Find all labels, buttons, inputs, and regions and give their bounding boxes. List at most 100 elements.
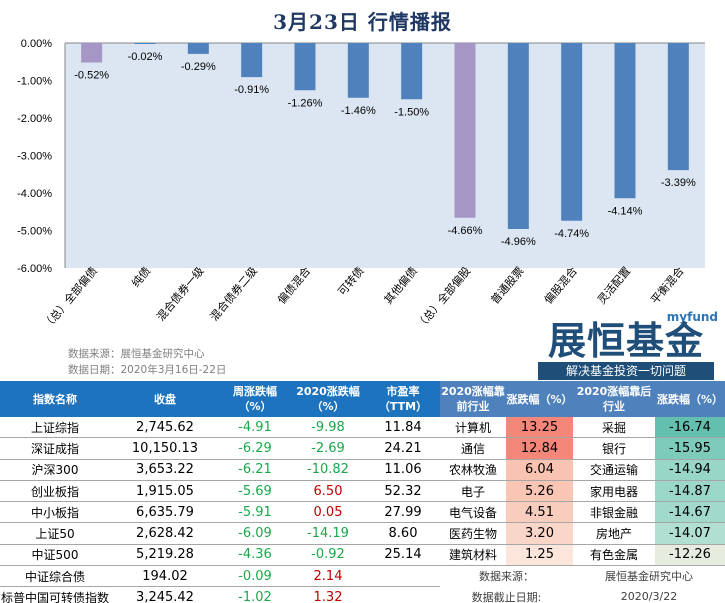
chart-source: 数据来源：展恒基金研究中心 [68, 348, 205, 360]
index-close: 5,219.28 [110, 544, 220, 567]
x-tick-label: 其他偏债 [381, 264, 420, 307]
table-row: 电气设备 4.51 非银金融 -14.67 [440, 501, 725, 524]
top-industry: 通信 [440, 437, 506, 460]
bar [81, 43, 103, 63]
bottom-industry-change: -12.26 [655, 544, 725, 567]
top-industry-change: 1.25 [506, 544, 573, 567]
index-pe [366, 565, 440, 588]
index-ytd-change: 2.14 [290, 565, 366, 588]
table-row: 中小板指 6,635.79 -5.91 0.05 27.99 [0, 501, 440, 524]
industry-source-label: 数据来源： [479, 570, 534, 584]
table-row: 农林牧渔 6.04 交通运输 -14.94 [440, 459, 725, 481]
table-row: 深证成指 10,150.13 -6.29 -2.69 24.21 [0, 437, 440, 460]
bottom-industry-change: -16.74 [655, 417, 725, 439]
top-industry: 农林牧渔 [440, 459, 506, 481]
bar [187, 43, 209, 54]
index-table: 指数名称 收盘 周涨跌幅（%） 2020涨跌幅（%） 市盈率（TTM） 上证综指… [0, 381, 440, 603]
x-tick-label: 可转债 [335, 264, 367, 298]
index-pe: 27.99 [366, 501, 440, 524]
data-label: -4.74% [554, 228, 589, 240]
bar-chart: 0.00% -1.00% -2.00% -3.00% -4.00% -5.00% -6.00… [17, 38, 705, 332]
table-row: 医药生物 3.20 房地产 -14.07 [440, 522, 725, 545]
table-row: 沪深300 3,653.22 -6.21 -10.82 11.06 [0, 459, 440, 481]
industry-source: 数据来源： 展恒基金研究中心 [440, 566, 725, 587]
col-header: 收盘 [110, 381, 220, 417]
bar [241, 43, 263, 78]
top-industry: 建筑材料 [440, 544, 506, 567]
index-pe: 8.60 [366, 522, 440, 545]
top-industry: 电气设备 [440, 501, 506, 524]
index-pe [366, 586, 440, 603]
data-label: -1.46% [341, 105, 376, 117]
index-name: 标普中国可转债指数 [0, 586, 110, 603]
index-ytd-change: -10.82 [290, 459, 366, 481]
table-row: 中证综合债 194.02 -0.09 2.14 [0, 565, 440, 588]
bar [454, 43, 476, 218]
index-week-change: -4.91 [220, 417, 290, 439]
y-tick-label: 0.00% [21, 38, 52, 50]
industry-date-value: 2020/3/22 [620, 590, 678, 603]
col-header: 周涨跌幅（%） [220, 381, 290, 417]
logo-en: myfund [666, 310, 718, 324]
x-tick-label: （总）全部偏股 [413, 264, 473, 332]
col-header: 2020涨幅靠后行业 [573, 381, 655, 417]
index-week-change: -5.91 [220, 501, 290, 524]
top-industry: 医药生物 [440, 522, 506, 545]
y-tick-label: -4.00% [17, 188, 52, 200]
col-header: 涨跌幅（%） [506, 381, 573, 417]
table-row: 中证500 5,219.28 -4.36 -0.92 25.14 [0, 544, 440, 567]
top-industry-change: 5.26 [506, 480, 573, 503]
table-row: 上证综指 2,745.62 -4.91 -9.98 11.84 [0, 417, 440, 439]
col-header: 市盈率（TTM） [366, 381, 440, 417]
bottom-industry-change: -14.87 [655, 480, 725, 503]
top-industry: 计算机 [440, 417, 506, 439]
col-header: 涨跌幅（%） [655, 381, 725, 417]
index-name: 中小板指 [0, 501, 110, 524]
index-week-change: -4.36 [220, 544, 290, 567]
bottom-industry: 银行 [573, 437, 655, 460]
y-tick-label: -3.00% [17, 151, 52, 163]
data-label: -1.50% [394, 106, 429, 118]
data-label: -1.26% [288, 97, 323, 109]
table-row: 计算机 13.25 采掘 -16.74 [440, 417, 725, 439]
index-week-change: -6.29 [220, 437, 290, 460]
industry-date-label: 数据截止日期: [471, 590, 542, 603]
logo-cn: 展恒基金 [547, 319, 704, 363]
bar [401, 43, 423, 100]
index-name: 深证成指 [0, 437, 110, 460]
index-week-change: -6.09 [220, 522, 290, 545]
index-close: 2,628.42 [110, 522, 220, 545]
chart-date: 数据日期：2020年3月16日-22日 [68, 364, 227, 376]
index-ytd-change: -2.69 [290, 437, 366, 460]
index-ytd-change: -0.92 [290, 544, 366, 567]
x-tick-label: 混合债券二级 [207, 264, 260, 324]
index-name: 沪深300 [0, 459, 110, 481]
index-week-change: -1.02 [220, 586, 290, 603]
x-tick-label: 灵活配置 [595, 265, 633, 307]
bottom-industry: 采掘 [573, 417, 655, 439]
bar [667, 43, 689, 171]
table-row: 标普中国可转债指数 3,245.42 -1.02 1.32 [0, 586, 440, 603]
x-tick-label: 混合债券一级 [153, 264, 206, 324]
index-ytd-change: 0.05 [290, 501, 366, 524]
industry-date: 数据截止日期: 2020/3/22 [440, 586, 725, 603]
index-close: 3,245.42 [110, 586, 220, 603]
data-label: -0.52% [74, 70, 109, 82]
data-label: -0.29% [181, 61, 216, 73]
index-name: 上证50 [0, 522, 110, 545]
index-name: 上证综指 [0, 417, 110, 439]
bar [294, 43, 316, 91]
col-header: 2020涨幅靠前行业 [440, 381, 506, 417]
y-tick-label: -1.00% [17, 76, 52, 88]
index-name: 中证综合债 [0, 565, 110, 588]
col-header: 2020涨跌幅（%） [290, 381, 366, 417]
top-industry-change: 3.20 [506, 522, 573, 545]
bottom-industry: 交通运输 [573, 459, 655, 481]
index-close: 6,635.79 [110, 501, 220, 524]
index-pe: 24.21 [366, 437, 440, 460]
bottom-industry-change: -15.95 [655, 437, 725, 460]
data-label: -4.96% [501, 236, 536, 248]
index-week-change: -5.69 [220, 480, 290, 503]
data-label: -3.39% [661, 177, 696, 189]
